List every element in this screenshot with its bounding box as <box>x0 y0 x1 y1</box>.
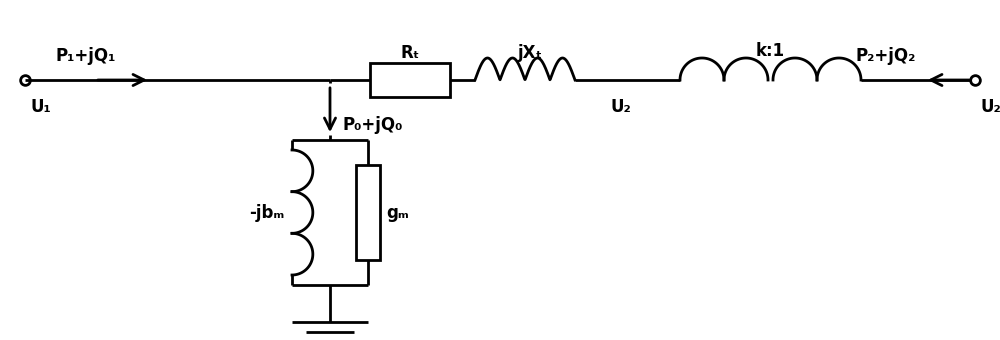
Text: k:1: k:1 <box>756 42 785 60</box>
Text: -jbₘ: -jbₘ <box>249 204 284 221</box>
Text: U₂′: U₂′ <box>980 98 1000 116</box>
Text: U₁: U₁ <box>30 98 51 116</box>
Text: P₂+jQ₂: P₂+jQ₂ <box>855 47 915 65</box>
Text: P₁+jQ₁: P₁+jQ₁ <box>55 47 115 65</box>
Text: P₀+jQ₀: P₀+jQ₀ <box>342 116 402 134</box>
Bar <box>370 63 450 97</box>
Text: jXₜ: jXₜ <box>518 44 542 62</box>
Text: Rₜ: Rₜ <box>400 44 420 62</box>
Text: gₘ: gₘ <box>386 204 409 221</box>
Text: U₂: U₂ <box>610 98 631 116</box>
Bar <box>356 165 380 260</box>
